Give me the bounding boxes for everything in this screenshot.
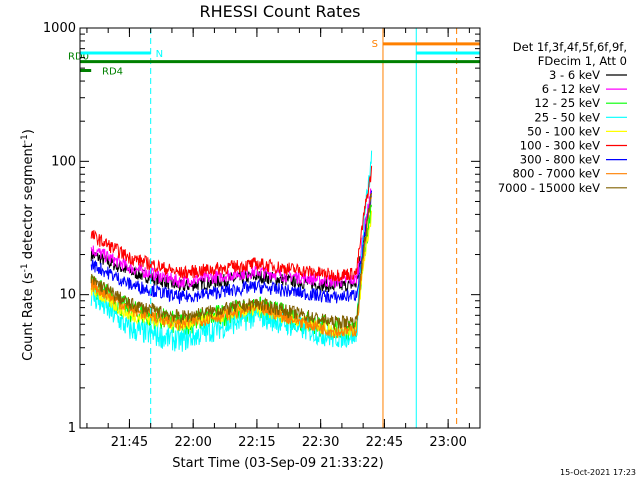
legend-entry-label: 300 - 800 keV	[520, 153, 600, 167]
x-axis-ticks: 21:45 22:00 22:15 22:30 22:45 23:00	[86, 28, 470, 450]
legend-entry-label: 100 - 300 keV	[520, 139, 600, 153]
flag-label: S	[372, 39, 378, 50]
legend-entry-label: 12 - 25 keV	[534, 96, 600, 110]
legend-header-2: FDecim 1, Att 0	[538, 54, 627, 68]
legend-entry-label: 3 - 6 keV	[549, 68, 600, 82]
legend-entry-label: 6 - 12 keV	[542, 82, 600, 96]
footer-timestamp: 15-Oct-2021 17:23	[560, 468, 636, 477]
series-line	[90, 165, 373, 282]
x-tick-label: 22:45	[366, 435, 403, 450]
legend-entry-label: 800 - 7000 keV	[512, 167, 600, 181]
y-tick-label: 1000	[43, 21, 76, 36]
series-line	[90, 188, 372, 288]
y-axis-ticks: 1 10 100 1000	[43, 21, 480, 436]
flag-label: RD4	[102, 67, 123, 78]
chart-title: RHESSI Count Rates	[200, 2, 361, 21]
y-axis-label: Count Rate (s-1 detector segment-1)	[20, 129, 36, 361]
series-line	[90, 192, 373, 331]
x-tick-label: 22:30	[302, 435, 339, 450]
plot-frame	[79, 27, 481, 429]
legend-entry-label: 25 - 50 keV	[534, 110, 600, 124]
x-tick-label: 22:00	[174, 435, 211, 450]
x-tick-label: 21:45	[111, 435, 148, 450]
flag-label: N	[156, 49, 163, 60]
x-tick-label: 23:00	[429, 435, 466, 450]
x-tick-label: 22:15	[238, 435, 275, 450]
x-axis-label: Start Time (03-Sep-09 21:33:22)	[172, 456, 383, 471]
series-layer	[90, 150, 373, 352]
y-tick-label: 1	[68, 421, 76, 436]
flag-label: RD0	[68, 52, 89, 63]
series-line	[90, 190, 373, 304]
legend-header-1: Det 1f,3f,4f,5f,6f,9f,	[513, 40, 627, 54]
legend-entry-label: 50 - 100 keV	[527, 124, 600, 138]
y-tick-label: 100	[51, 154, 76, 169]
legend-entry-label: 7000 - 15000 keV	[498, 181, 600, 195]
y-tick-label: 10	[59, 288, 76, 303]
vertical-markers	[79, 28, 458, 428]
state-flags: RD0 RD4 N S	[68, 39, 480, 78]
